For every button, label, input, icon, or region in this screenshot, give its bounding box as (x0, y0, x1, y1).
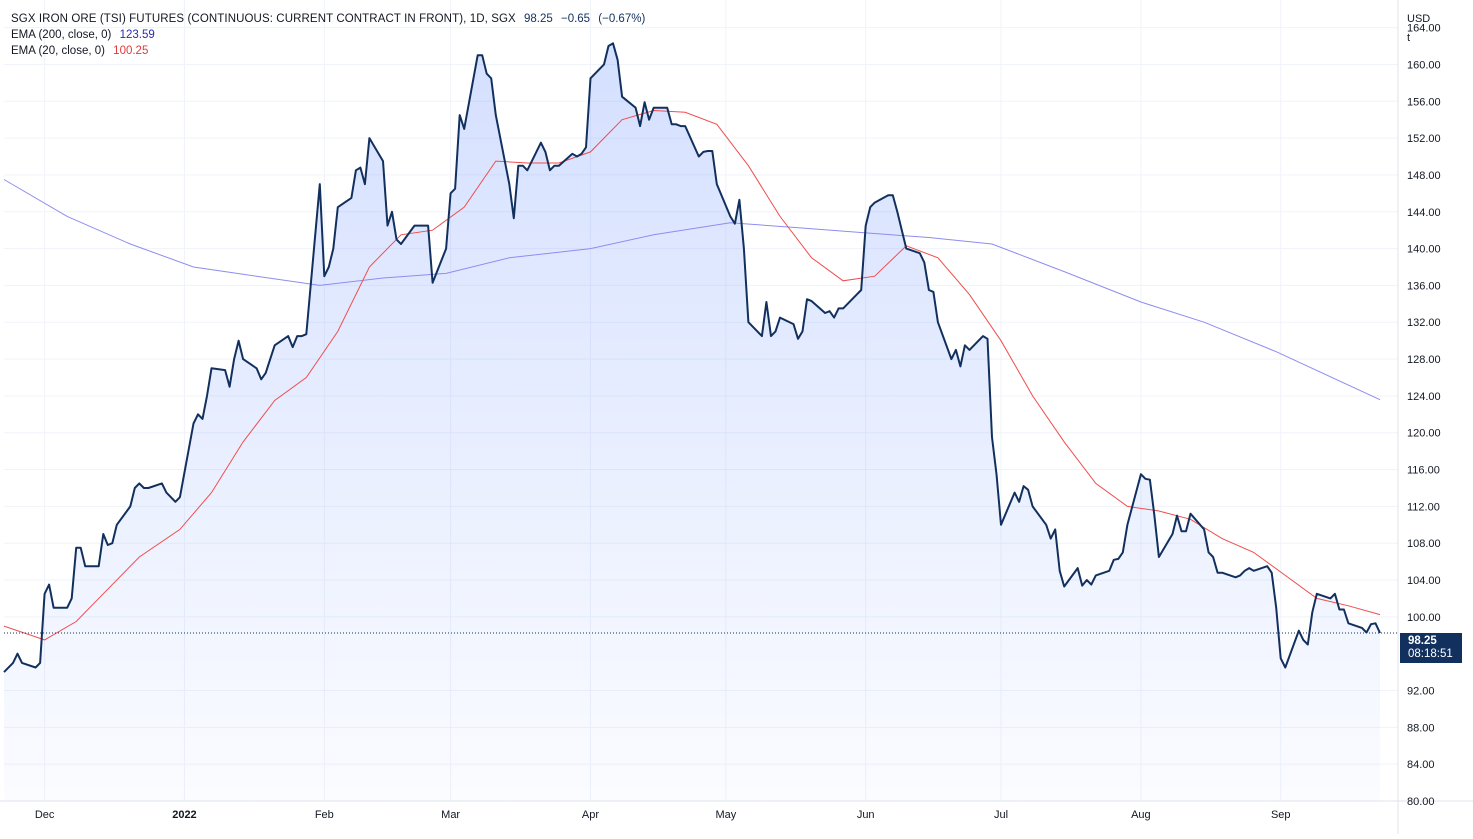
x-tick-label: Mar (441, 809, 460, 821)
price-area-fill (4, 43, 1380, 802)
y-tick-label: 88.00 (1407, 722, 1435, 734)
y-tick-label: 152.00 (1407, 133, 1441, 145)
y-tick-label: 92.00 (1407, 686, 1435, 698)
x-tick-label: Feb (315, 809, 334, 821)
chart-legend: SGX IRON ORE (TSI) FUTURES (CONTINUOUS: … (11, 11, 645, 59)
price-line (3, 42, 1381, 673)
ema200-value: 123.59 (119, 29, 155, 41)
y-tick-label: 128.00 (1407, 354, 1441, 366)
price-tag-value: 98.25 (1408, 635, 1437, 647)
ema200-label: EMA (200, close, 0) (11, 29, 112, 41)
x-tick-label: Dec (35, 809, 55, 821)
legend-main-row[interactable]: SGX IRON ORE (TSI) FUTURES (CONTINUOUS: … (11, 11, 645, 27)
ema20-value: 100.25 (113, 45, 149, 57)
ema20-label: EMA (20, close, 0) (11, 45, 105, 57)
y-tick-label: 100.00 (1407, 612, 1441, 624)
x-tick-label: 2022 (172, 809, 196, 821)
y-tick-label: 104.00 (1407, 575, 1441, 587)
x-tick-label: Sep (1271, 809, 1291, 821)
y-tick-label: 164.00 (1407, 23, 1441, 35)
price-area (4, 43, 1380, 802)
last-price-tag: 98.25 08:18:51 (1400, 633, 1462, 663)
x-tick-label: Jun (857, 809, 875, 821)
bar-countdown: 08:18:51 (1408, 648, 1453, 660)
y-tick-label: 156.00 (1407, 96, 1441, 108)
last-price: 98.25 (524, 13, 553, 25)
axis-currency: USD (1407, 13, 1430, 25)
y-tick-label: 160.00 (1407, 59, 1441, 71)
legend-ema20-row[interactable]: EMA (20, close, 0) 100.25 (11, 43, 645, 59)
y-tick-label: 140.00 (1407, 244, 1441, 256)
ema200-line (3, 179, 1381, 401)
symbol-title: SGX IRON ORE (TSI) FUTURES (CONTINUOUS: … (11, 13, 516, 25)
axis-unit: t (1407, 32, 1410, 44)
y-tick-label: 112.00 (1407, 501, 1440, 513)
x-tick-label: Jul (994, 809, 1008, 821)
y-tick-label: 120.00 (1407, 428, 1441, 440)
price-change-pct: (−0.67%) (598, 13, 646, 25)
y-tick-label: 80.00 (1407, 796, 1435, 808)
price-change: −0.65 (560, 13, 591, 25)
y-tick-label: 144.00 (1407, 207, 1441, 219)
x-tick-label: Apr (582, 809, 599, 821)
legend-ema200-row[interactable]: EMA (200, close, 0) 123.59 (11, 27, 645, 43)
series-lines (3, 42, 1398, 673)
y-tick-label: 132.00 (1407, 317, 1441, 329)
x-tick-label: May (715, 809, 736, 821)
y-tick-label: 116.00 (1407, 465, 1440, 477)
y-tick-label: 84.00 (1407, 759, 1435, 771)
y-tick-label: 136.00 (1407, 280, 1441, 292)
y-tick-label: 108.00 (1407, 538, 1441, 550)
y-tick-label: 148.00 (1407, 170, 1441, 182)
y-tick-label: 124.00 (1407, 391, 1441, 403)
x-tick-label: Aug (1131, 809, 1151, 821)
